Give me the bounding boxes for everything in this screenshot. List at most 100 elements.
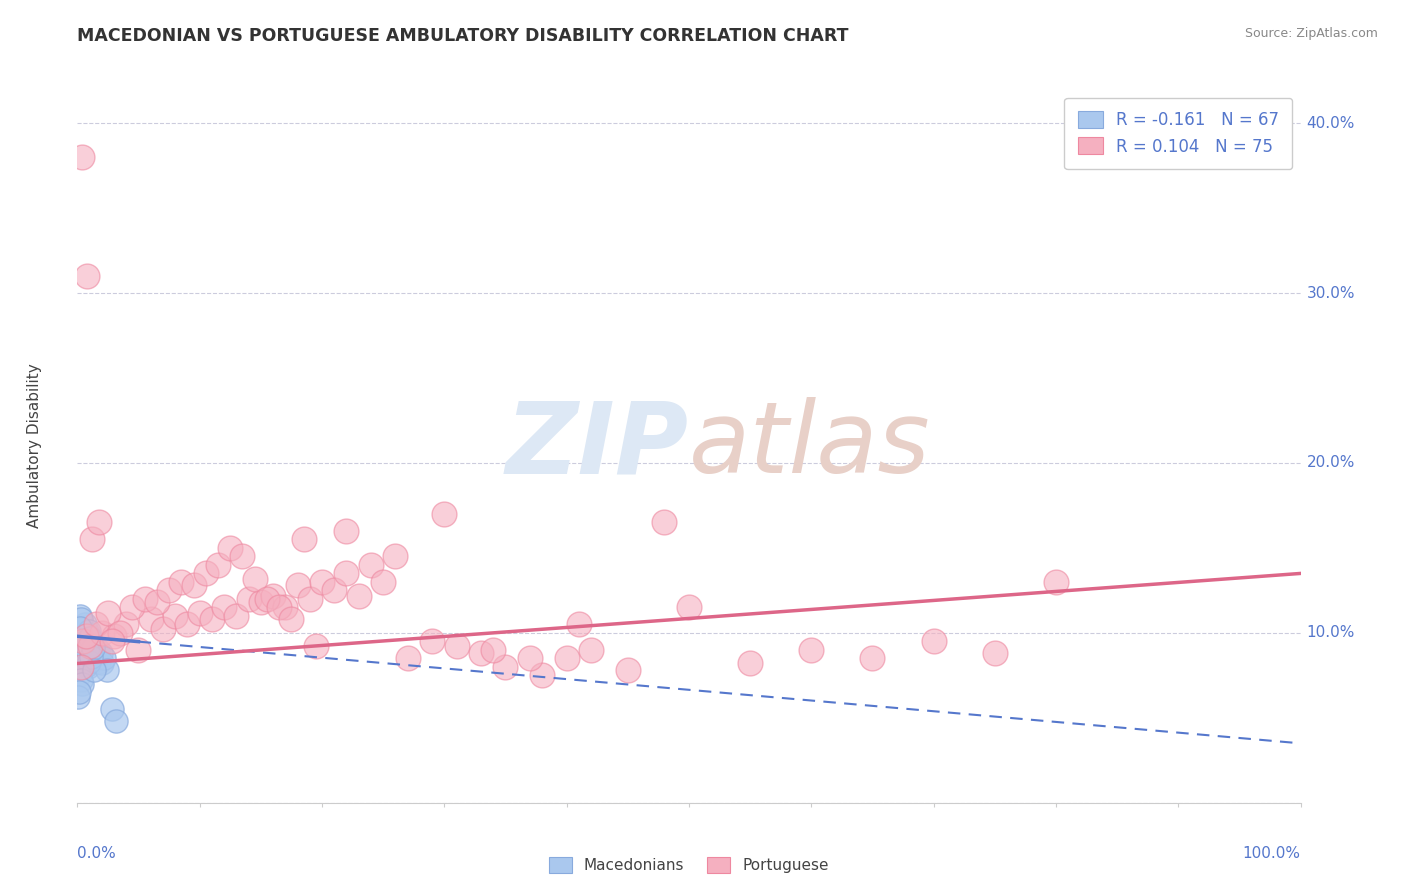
Text: 100.0%: 100.0% <box>1243 846 1301 861</box>
Text: 40.0%: 40.0% <box>1306 116 1355 131</box>
Point <box>555 651 578 665</box>
Point <box>77 626 100 640</box>
Point <box>139 612 162 626</box>
Point <box>80 644 103 658</box>
Point <box>83 663 105 677</box>
Point <box>80 533 103 547</box>
Point <box>207 558 229 572</box>
Point <box>568 617 591 632</box>
Point <box>97 606 120 620</box>
Text: Source: ZipAtlas.com: Source: ZipAtlas.com <box>1244 27 1378 40</box>
Point <box>384 549 406 564</box>
Point <box>740 657 762 671</box>
Text: 30.0%: 30.0% <box>1306 285 1355 301</box>
Text: 10.0%: 10.0% <box>1306 625 1355 640</box>
Point <box>79 648 101 662</box>
Point <box>446 640 468 654</box>
Point <box>519 651 541 665</box>
Point <box>87 643 110 657</box>
Point <box>72 643 94 657</box>
Point <box>76 660 98 674</box>
Point <box>134 591 156 606</box>
Point <box>75 632 97 647</box>
Point <box>256 591 278 606</box>
Point <box>231 549 253 564</box>
Point <box>77 649 100 664</box>
Point <box>73 634 96 648</box>
Point <box>100 702 122 716</box>
Point <box>86 651 108 665</box>
Point <box>531 668 554 682</box>
Point <box>70 644 93 658</box>
Point <box>311 574 333 589</box>
Point <box>72 646 94 660</box>
Point <box>335 566 357 581</box>
Text: atlas: atlas <box>689 398 931 494</box>
Point <box>82 638 104 652</box>
Point <box>70 631 93 645</box>
Point <box>654 516 676 530</box>
Point <box>76 629 98 643</box>
Point <box>67 690 90 705</box>
Point <box>335 524 357 538</box>
Text: Ambulatory Disability: Ambulatory Disability <box>27 364 42 528</box>
Point <box>121 600 143 615</box>
Point <box>72 641 94 656</box>
Point <box>69 612 91 626</box>
Point <box>105 714 128 729</box>
Point <box>678 600 700 615</box>
Point <box>72 634 94 648</box>
Point <box>79 640 101 654</box>
Point <box>67 632 90 647</box>
Point <box>79 631 101 645</box>
Point <box>862 651 884 665</box>
Point <box>77 638 100 652</box>
Text: 20.0%: 20.0% <box>1306 456 1355 470</box>
Point <box>76 627 98 641</box>
Point <box>152 623 174 637</box>
Point <box>922 634 945 648</box>
Point <box>165 608 187 623</box>
Point <box>76 658 98 673</box>
Text: ZIP: ZIP <box>506 398 689 494</box>
Point <box>170 574 193 589</box>
Point <box>69 623 91 637</box>
Point <box>72 636 94 650</box>
Point <box>579 643 602 657</box>
Point <box>70 677 93 691</box>
Point <box>96 663 118 677</box>
Point <box>89 655 111 669</box>
Point <box>360 558 382 572</box>
Point <box>280 612 302 626</box>
Point <box>70 660 93 674</box>
Legend: Macedonians, Portuguese: Macedonians, Portuguese <box>541 849 837 880</box>
Point <box>262 589 284 603</box>
Point <box>69 646 91 660</box>
Point <box>75 657 97 671</box>
Point <box>482 643 505 657</box>
Point <box>371 574 394 589</box>
Point <box>73 640 96 654</box>
Point <box>77 655 100 669</box>
Point <box>287 578 309 592</box>
Point <box>238 591 260 606</box>
Point <box>90 626 112 640</box>
Point <box>73 640 96 654</box>
Point <box>201 612 224 626</box>
Point <box>67 685 90 699</box>
Point <box>82 641 104 656</box>
Point <box>90 646 112 660</box>
Point <box>75 651 97 665</box>
Point <box>75 655 97 669</box>
Point <box>183 578 205 592</box>
Point <box>108 626 131 640</box>
Point <box>127 643 149 657</box>
Point <box>194 566 217 581</box>
Point <box>219 541 242 555</box>
Point <box>76 269 98 284</box>
Point <box>225 608 247 623</box>
Point <box>115 617 138 632</box>
Point <box>73 653 96 667</box>
Point <box>269 600 291 615</box>
Point <box>75 629 97 643</box>
